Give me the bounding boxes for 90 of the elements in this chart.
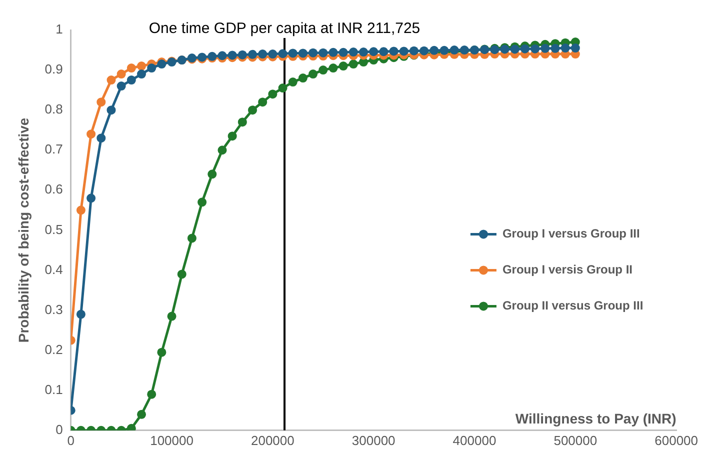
ref-line-label: One time GDP per capita at INR 211,725 [148,20,420,38]
point [278,84,288,93]
point [218,51,227,60]
point [96,98,106,107]
point [530,44,540,54]
point [76,310,86,319]
point [268,90,278,99]
legend-label: Group I versis Group II [502,262,632,277]
point [116,70,126,79]
point [86,194,96,203]
legend-label: Group I versus Group III [502,226,640,241]
y-tick-label: 0.8 [44,102,63,117]
point [96,134,106,143]
x-tick-label: 600000 [654,432,698,448]
point [137,70,146,79]
point [520,44,530,54]
x-axis-title: Willingness to Pay (INR) [515,410,676,426]
point [308,70,318,79]
point [278,49,288,58]
y-tick-label: 0.9 [44,62,63,77]
point [157,348,166,357]
point [126,76,136,85]
point [369,47,378,56]
y-tick-label: 0.3 [44,302,63,317]
point [228,50,237,60]
point [137,410,146,419]
point [218,146,227,155]
point [288,48,298,58]
point [359,48,368,57]
point [106,76,116,85]
point [86,130,96,139]
point [379,47,388,56]
point [318,48,328,58]
point [167,312,176,321]
x-tick-label: 400000 [452,432,496,448]
y-tick-label: 0.6 [44,182,63,197]
point [177,270,186,279]
point [268,50,278,59]
point [137,62,146,71]
point [208,170,217,179]
point [258,50,268,59]
point [238,50,247,60]
point [338,48,348,57]
point [228,132,237,141]
point [126,64,136,73]
point [258,98,268,107]
point [510,44,520,54]
point [198,198,207,207]
point [430,46,439,55]
point [348,60,358,69]
point [298,74,308,83]
point [328,64,338,73]
x-tick-label: 0 [67,432,74,448]
point [238,118,247,127]
point [298,48,308,58]
y-axis-title: Probability of being cost-effective [15,118,32,343]
point [328,48,338,57]
point [116,82,126,91]
point [288,78,298,87]
point [248,106,258,115]
x-tick-label: 500000 [554,432,598,448]
point [399,46,408,56]
y-tick-label: 0 [56,422,63,437]
point [76,206,86,215]
legend-label: Group II versus Group III [502,298,644,313]
point [540,44,550,53]
point [147,390,156,399]
point [389,46,398,56]
x-tick-label: 200000 [250,432,294,448]
y-tick-label: 0.4 [44,262,63,277]
point [348,48,358,57]
point [147,64,156,73]
y-tick-label: 0.5 [44,222,63,237]
y-tick-label: 0.2 [44,342,63,357]
point [106,106,116,115]
y-tick-label: 0.1 [44,382,63,397]
x-tick-label: 300000 [352,432,396,448]
x-tick-label: 100000 [150,432,194,448]
point [187,234,196,243]
y-tick-label: 1 [56,22,63,37]
point [560,44,570,53]
y-tick-label: 0.7 [44,142,63,157]
point [570,44,580,53]
point [409,46,418,56]
point [338,62,348,71]
point [248,50,258,59]
point [550,44,560,53]
point [308,48,318,58]
point [318,66,328,75]
point [420,46,429,56]
